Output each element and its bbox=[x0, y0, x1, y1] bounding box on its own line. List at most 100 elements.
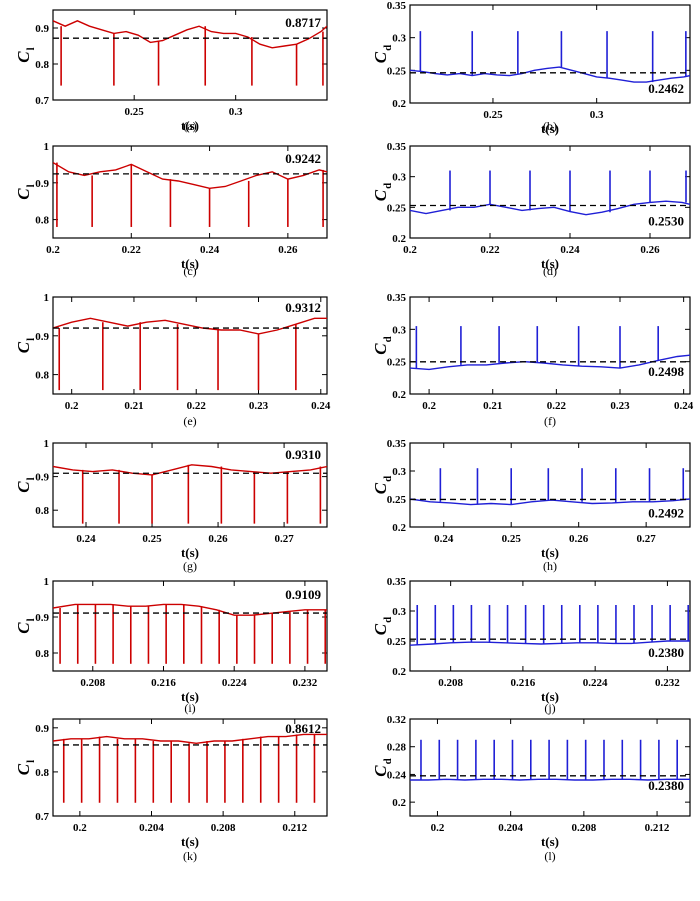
x-tick-label: 0.232 bbox=[293, 677, 318, 689]
panel-f: 0.2 0.25 0.3 0.35 0.2 0.21 0.22 0.23 0.24 0.2498 C… bbox=[371, 292, 694, 428]
y-axis-label: Cl bbox=[14, 184, 37, 199]
y-tick-label: 0.35 bbox=[387, 141, 407, 153]
y-tick-label: 0.25 bbox=[387, 357, 407, 369]
x-tick-label: 0.23 bbox=[610, 400, 630, 412]
mean-value-label: 0.9310 bbox=[285, 447, 321, 462]
y-axis-label: Cl bbox=[14, 47, 37, 62]
y-tick-label: 0.25 bbox=[387, 494, 407, 506]
y-tick-label: 0.35 bbox=[387, 292, 407, 304]
x-tick-label: 0.212 bbox=[282, 822, 307, 834]
y-axis-label: Cl bbox=[14, 338, 37, 353]
x-tick-label: 0.2 bbox=[65, 400, 79, 412]
y-tick-label: 0.2 bbox=[392, 666, 406, 678]
series-group bbox=[410, 31, 690, 83]
y-axis-label-sub: d bbox=[382, 617, 394, 623]
panel-caption: (h) bbox=[543, 559, 557, 573]
y-tick-label: 0.2 bbox=[392, 233, 406, 245]
panel-caption: (f) bbox=[544, 414, 556, 428]
y-tick-label: 0.9 bbox=[35, 331, 49, 343]
y-axis-label-sub: d bbox=[382, 45, 394, 51]
series-line bbox=[410, 66, 690, 83]
y-axis-label: Cl bbox=[14, 477, 37, 492]
series-line bbox=[53, 733, 327, 745]
panel-a: 0.7 0.8 0.9 0.25 0.3 0.8717 Cl t(s)(a) bbox=[14, 9, 328, 133]
panel-k: 0.7 0.8 0.9 0.2 0.204 0.208 0.212 0.8612 Cl t(s)(… bbox=[14, 718, 328, 863]
x-tick-label: 0.212 bbox=[645, 822, 670, 834]
y-tick-label: 0.25 bbox=[387, 202, 407, 214]
x-tick-label: 0.22 bbox=[480, 244, 500, 256]
y-tick-label: 0.9 bbox=[35, 472, 49, 484]
x-tick-label: 0.21 bbox=[483, 400, 502, 412]
series-line bbox=[53, 20, 327, 49]
y-tick-label: 0.28 bbox=[387, 742, 407, 754]
plot-frame bbox=[52, 9, 328, 101]
x-tick-label: 0.204 bbox=[498, 822, 523, 834]
mean-value-label: 0.2380 bbox=[648, 778, 684, 793]
series-line bbox=[410, 640, 690, 646]
y-axis-label-sub: l bbox=[25, 760, 37, 763]
series-group bbox=[53, 317, 327, 391]
x-tick-label: 0.216 bbox=[151, 677, 176, 689]
x-axis-label: t(s) bbox=[541, 121, 559, 136]
x-tick-label: 0.2 bbox=[403, 244, 417, 256]
y-axis-label-sub: l bbox=[25, 184, 37, 187]
mean-value-label: 0.9109 bbox=[285, 587, 321, 602]
x-axis-label: t(s) bbox=[181, 256, 199, 271]
y-axis-label-main: C bbox=[14, 188, 33, 200]
panel-b: 0.2 0.25 0.3 0.35 0.25 0.3 0.2462 Cd t(s)(b) bbox=[371, 0, 691, 136]
y-tick-label: 0.24 bbox=[387, 769, 407, 781]
y-axis-label-sub: d bbox=[382, 336, 394, 342]
x-tick-label: 0.2 bbox=[46, 244, 60, 256]
panel-h: 0.2 0.25 0.3 0.35 0.24 0.25 0.26 0.27 0.2492 Cd t(… bbox=[371, 438, 691, 573]
panel-d: 0.2 0.25 0.3 0.35 0.2 0.22 0.24 0.26 0.2530 Cd t(s… bbox=[371, 141, 691, 278]
y-axis-label-main: C bbox=[14, 763, 33, 775]
series-line bbox=[53, 161, 327, 190]
y-axis-label: Cd bbox=[371, 336, 394, 354]
y-axis-label: Cd bbox=[371, 476, 394, 494]
x-tick-label: 0.23 bbox=[249, 400, 269, 412]
y-tick-label: 0.8 bbox=[35, 59, 49, 71]
x-tick-label: 0.25 bbox=[502, 533, 522, 545]
y-tick-label: 0.25 bbox=[387, 636, 407, 648]
panel-l: 0.2 0.24 0.28 0.32 0.2 0.204 0.208 0.212 0.2380 C… bbox=[371, 714, 691, 863]
x-tick-label: 0.2 bbox=[422, 400, 436, 412]
panel-caption: (i) bbox=[184, 701, 195, 715]
x-tick-label: 0.3 bbox=[229, 106, 243, 118]
plot-frame bbox=[409, 580, 691, 672]
series-group bbox=[410, 605, 690, 646]
series-group bbox=[53, 733, 327, 803]
x-axis-label: t(s) bbox=[181, 689, 199, 704]
y-axis-label: Cd bbox=[371, 183, 394, 201]
series-group bbox=[410, 170, 690, 216]
x-tick-label: 0.24 bbox=[674, 400, 694, 412]
plot-frame bbox=[52, 296, 328, 395]
panel-caption: (a) bbox=[183, 119, 196, 133]
y-axis-label-sub: l bbox=[25, 47, 37, 50]
y-tick-label: 0.8 bbox=[35, 370, 49, 382]
x-tick-label: 0.22 bbox=[187, 400, 207, 412]
y-tick-label: 0.3 bbox=[392, 466, 406, 478]
y-axis-label-main: C bbox=[14, 622, 33, 634]
plot-frame bbox=[409, 296, 691, 395]
panel-j: 0.2 0.25 0.3 0.35 0.208 0.216 0.224 0.232 0.2380… bbox=[371, 576, 691, 715]
series-group bbox=[410, 739, 690, 781]
series-group bbox=[53, 161, 327, 227]
x-tick-label: 0.22 bbox=[547, 400, 567, 412]
panel-e: 0.8 0.9 1 0.2 0.21 0.22 0.23 0.24 0.9312 Cl (e) bbox=[14, 292, 331, 428]
y-axis-label: Cd bbox=[371, 617, 394, 635]
y-tick-label: 0.3 bbox=[392, 33, 406, 45]
x-tick-label: 0.27 bbox=[274, 533, 294, 545]
series-group bbox=[53, 20, 327, 86]
plot-frame bbox=[409, 4, 691, 104]
series-line bbox=[410, 778, 690, 781]
panel-caption: (k) bbox=[183, 849, 197, 863]
x-tick-label: 0.25 bbox=[483, 109, 503, 121]
panel-i: 0.8 0.9 1 0.208 0.216 0.224 0.232 0.9109 Cl t(s)(… bbox=[14, 576, 328, 715]
y-tick-label: 0.8 bbox=[35, 215, 49, 227]
x-tick-label: 0.27 bbox=[637, 533, 657, 545]
y-axis-label-sub: l bbox=[25, 477, 37, 480]
y-axis-label-main: C bbox=[371, 189, 390, 201]
x-tick-label: 0.25 bbox=[125, 106, 145, 118]
series-group bbox=[410, 326, 690, 371]
y-tick-label: 0.2 bbox=[392, 98, 406, 110]
